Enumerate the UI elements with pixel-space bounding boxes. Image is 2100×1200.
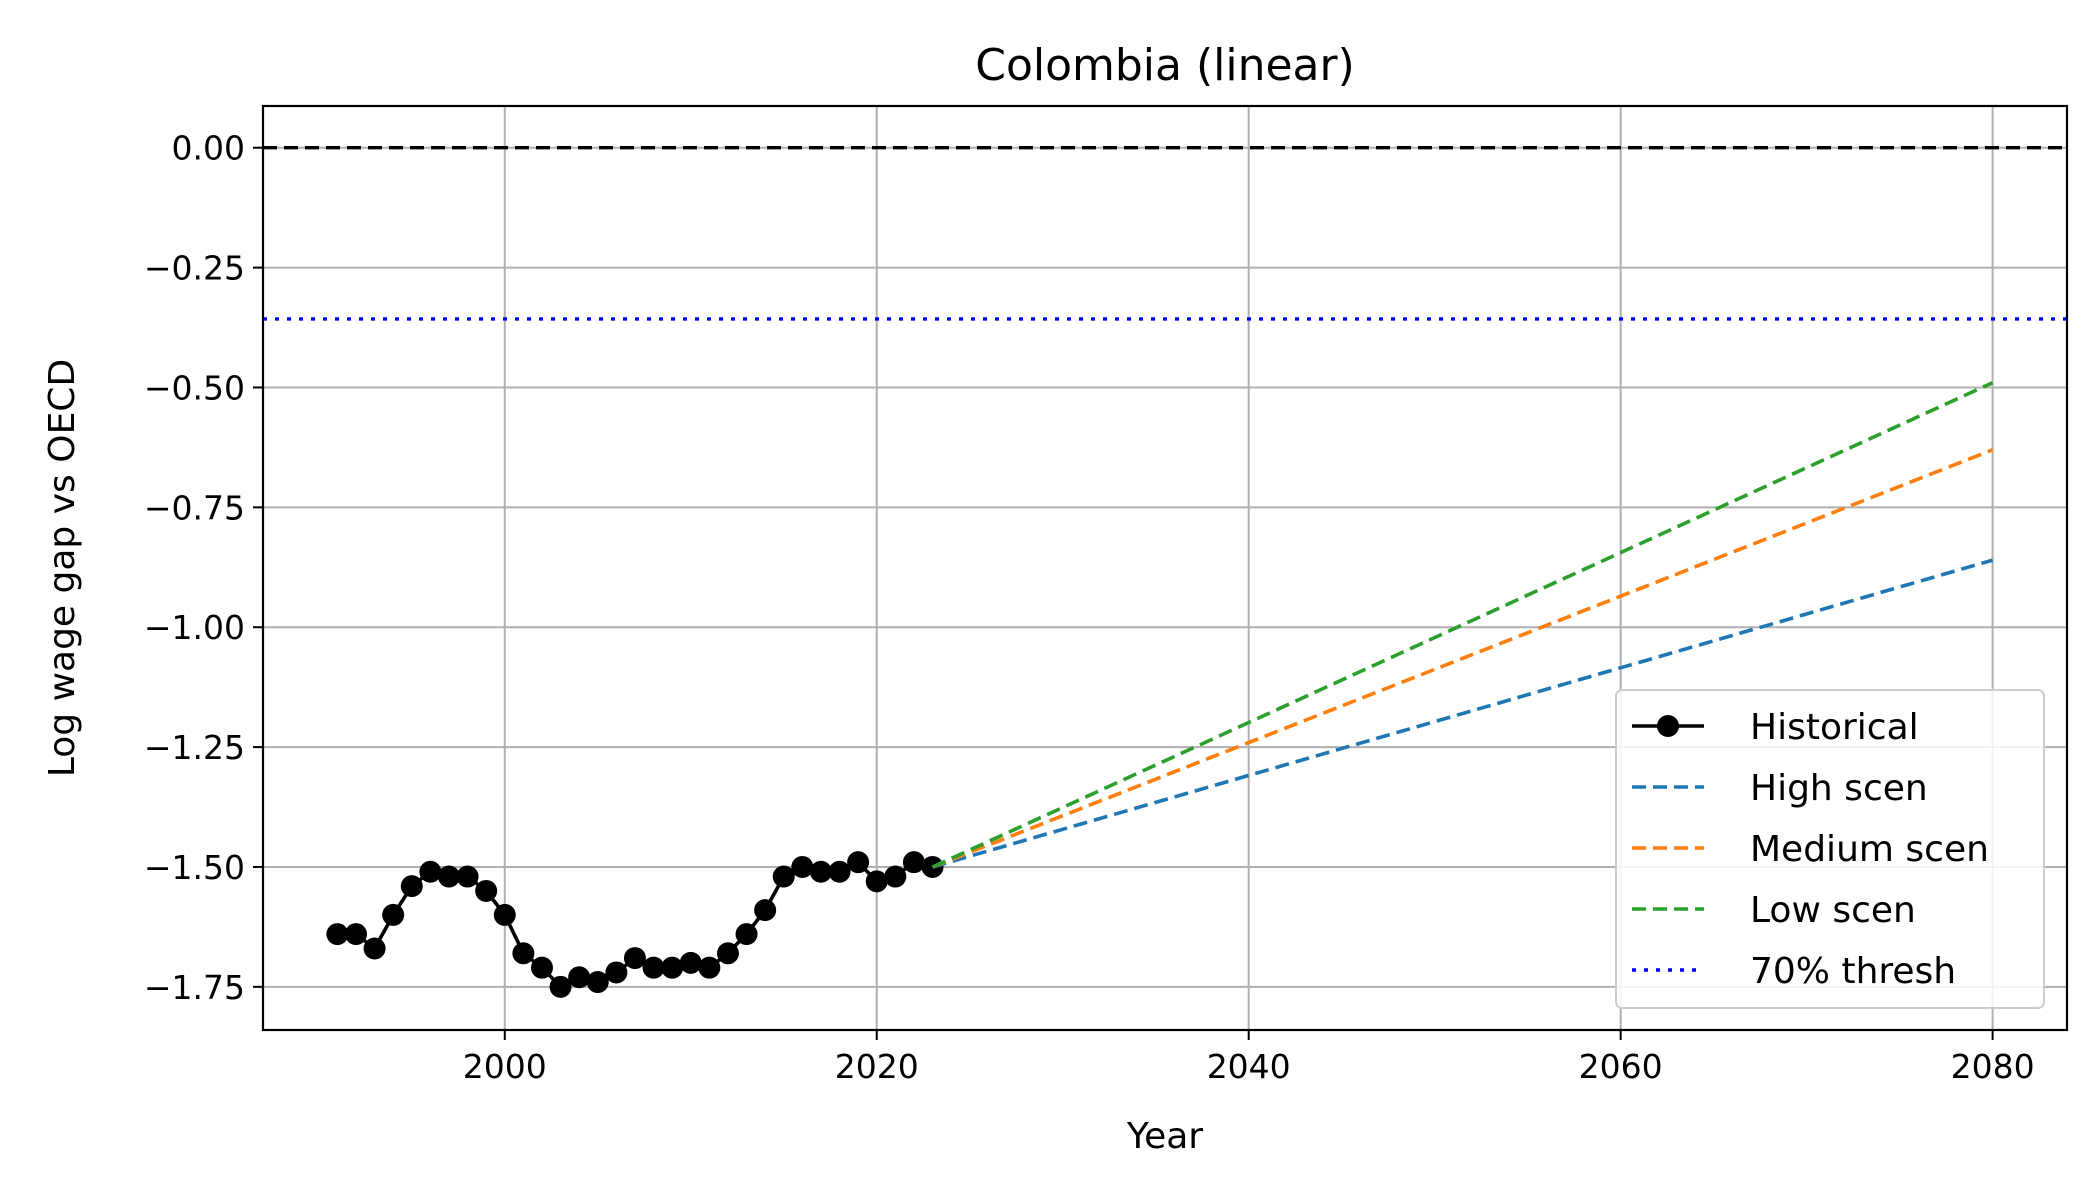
x-tick-label: 2060: [1579, 1047, 1663, 1086]
data-point-historical: [475, 879, 498, 902]
y-tick-label: −0.50: [144, 368, 245, 407]
chart-title: Colombia (linear): [975, 40, 1355, 91]
series: [326, 381, 1994, 998]
series-line-high: [931, 558, 1994, 869]
x-axis-label: Year: [1126, 1116, 1203, 1157]
x-tick-label: 2000: [463, 1047, 547, 1086]
y-tick-label: 0.00: [172, 129, 245, 168]
y-tick-label: −0.75: [144, 488, 245, 527]
data-point-historical: [772, 865, 795, 888]
y-tick-label: −1.25: [144, 728, 245, 767]
data-point-historical: [865, 870, 888, 893]
data-point-historical: [382, 903, 405, 926]
data-point-historical: [493, 903, 516, 926]
data-point-historical: [586, 971, 609, 994]
data-point-historical: [679, 951, 702, 974]
data-point-historical: [642, 956, 665, 979]
y-tick-label: −1.50: [144, 848, 245, 887]
series-line-low: [931, 381, 1994, 869]
data-point-historical: [847, 851, 870, 874]
data-point-historical: [419, 860, 442, 883]
legend-label: Low scen: [1750, 890, 1916, 931]
data-point-historical: [698, 956, 721, 979]
data-point-historical: [456, 865, 479, 888]
data-point-historical: [661, 956, 684, 979]
data-point-historical: [363, 937, 386, 960]
data-point-historical: [605, 961, 628, 984]
x-tick-label: 2040: [1207, 1047, 1291, 1086]
data-point-historical: [530, 956, 553, 979]
data-point-historical: [791, 855, 814, 878]
legend: Historical High scen Medium scen Low scen 70…: [1615, 689, 2045, 1009]
data-point-historical: [902, 851, 925, 874]
reference-lines: [263, 146, 2067, 321]
data-point-historical: [437, 865, 460, 888]
data-point-historical: [623, 947, 646, 970]
data-point-historical: [400, 875, 423, 898]
data-point-historical: [754, 899, 777, 922]
y-tick-label: −1.75: [144, 968, 245, 1007]
data-point-historical: [549, 975, 572, 998]
x-axis-ticks: 2000 2020 2040 2060 2080: [463, 1030, 2035, 1086]
data-point-historical: [809, 860, 832, 883]
y-axis-label: Log wage gap vs OECD: [42, 359, 83, 777]
data-point-historical: [326, 923, 349, 946]
data-point-historical: [735, 923, 758, 946]
legend-label: Historical: [1750, 707, 1919, 748]
data-point-historical: [716, 942, 739, 965]
y-tick-label: −0.25: [144, 249, 245, 288]
legend-box: [1615, 689, 2045, 1009]
y-tick-label: −1.00: [144, 608, 245, 647]
series-line-medium: [931, 448, 1994, 869]
legend-label: Medium scen: [1750, 829, 1989, 870]
data-point-historical: [344, 923, 367, 946]
legend-marker: [1657, 715, 1679, 737]
x-tick-label: 2020: [835, 1047, 919, 1086]
data-point-historical: [512, 942, 535, 965]
data-point-historical: [568, 966, 591, 989]
legend-label: 70% thresh: [1750, 951, 1956, 992]
data-point-historical: [828, 860, 851, 883]
y-axis-ticks: 0.00 −0.25 −0.50 −0.75 −1.00 −1.25 −1.50 −1.75: [144, 129, 263, 1007]
legend-label: High scen: [1750, 768, 1928, 809]
data-point-historical: [884, 865, 907, 888]
x-tick-label: 2080: [1951, 1047, 2035, 1086]
plot-frame: [261, 104, 2069, 1032]
